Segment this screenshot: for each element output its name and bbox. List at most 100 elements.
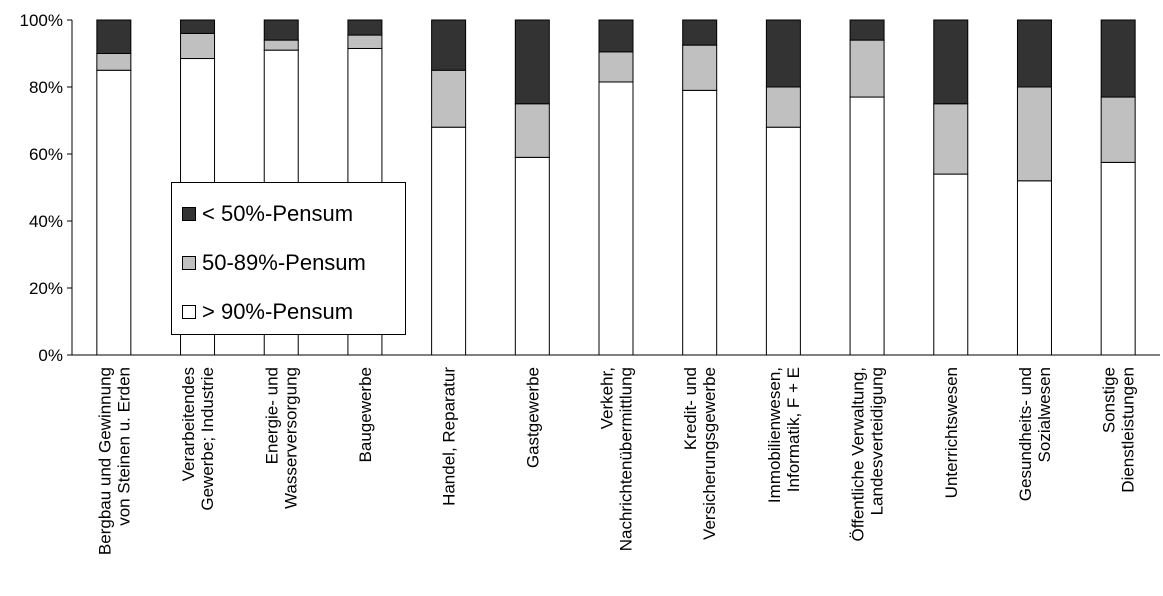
bar-segment [263,39,299,51]
bar-segment [347,34,383,49]
bar-segment [849,19,885,41]
x-tick-label-line: Unterrichtswesen [942,367,961,498]
y-tick-label: 100% [20,11,63,30]
legend-item-50-89: 50-89%-Pensum [182,250,366,276]
y-axis: 0% 20% 40% 60% 80% 100% [20,11,73,365]
bar-segment [1016,180,1052,356]
bars [96,19,1136,356]
x-tick-label-line: Gesundheits- und [1016,367,1035,501]
bar-segment [933,173,969,356]
x-tick-label-line: Öffentliche Verwaltung, [849,367,868,542]
bar-segment [1016,19,1052,88]
x-tick-label-line: Bergbau und Gewinnung [95,367,114,555]
bar-segment [180,19,216,34]
x-tick-label: Unterrichtswesen [942,367,961,498]
bar-stack [765,19,801,356]
bar-segment [598,51,634,83]
legend-item-under-50: < 50%-Pensum [182,201,353,227]
x-tick-label: SonstigeDienstleistungen [1100,367,1138,493]
x-tick-label: Gastgewerbe [523,367,542,468]
x-tick-label-line: Gewerbe; Industrie [198,367,217,511]
x-tick-label: Bergbau und Gewinnungvon Steinen u. Erde… [95,367,133,555]
legend: < 50%-Pensum 50-89%-Pensum > 90%-Pensum [171,182,406,335]
x-tick-label-line: Wasserversorgung [282,367,301,509]
x-tick-label-line: Informatik, F + E [784,367,803,492]
x-tick-label-line: Energie- und [263,367,282,464]
x-tick-label-line: Immobilienwesen, [765,367,784,503]
x-tick-label-line: Nachrichtenübermittlung [617,367,636,551]
bar-segment [514,103,550,158]
bar-stack [933,19,969,356]
bar-segment [682,89,718,356]
x-tick-label: Öffentliche Verwaltung,Landesverteidigun… [849,367,887,542]
x-tick-label: Verkehr,Nachrichtenübermittlung [598,367,636,551]
x-tick-label-line: Landesverteidigung [868,367,887,515]
y-tick-label: 40% [29,212,63,231]
legend-swatch-gray [182,256,196,270]
y-tick-label: 0% [38,346,63,365]
bar-stack [849,19,885,356]
bar-segment [933,103,969,175]
bar-segment [1100,19,1136,98]
x-tick-label: Immobilienwesen,Informatik, F + E [765,367,803,503]
x-tick-label-line: Kredit- und [681,367,700,450]
x-tick-label-line: Handel, Reparatur [440,367,459,506]
legend-item-over-90: > 90%-Pensum [182,299,353,325]
x-tick-label: Gesundheits- undSozialwesen [1016,367,1054,501]
x-tick-label: Energie- undWasserversorgung [263,367,301,509]
bar-segment [765,19,801,88]
x-tick-label-line: Versicherungsgewerbe [700,367,719,540]
x-tick-label: Baugewerbe [356,367,375,462]
bar-segment [765,86,801,128]
bar-stack [1100,19,1136,356]
legend-swatch-white [182,305,196,319]
x-axis: Bergbau und Gewinnungvon Steinen u. Erde… [72,354,1160,555]
legend-label: > 90%-Pensum [202,299,354,324]
legend-label: < 50%-Pensum [202,201,354,226]
bar-segment [96,19,132,54]
bar-segment [431,19,467,71]
x-tick-label-line: Baugewerbe [356,367,375,462]
bar-segment [1100,161,1136,356]
x-tick-label-line: Gastgewerbe [523,367,542,468]
bar-segment [263,19,299,41]
x-tick-label-line: Dienstleistungen [1119,367,1138,493]
bar-segment [431,69,467,128]
bar-segment [96,53,132,71]
bar-stack [1016,19,1052,356]
legend-swatch-dark [182,207,196,221]
bar-segment [849,96,885,356]
bar-segment [598,19,634,53]
y-tick-label: 20% [29,279,63,298]
bar-segment [598,81,634,356]
y-tick-label: 60% [29,145,63,164]
x-tick-label: Kredit- undVersicherungsgewerbe [681,367,719,540]
x-tick-label-line: Verarbeitendes [179,367,198,481]
x-tick-label: VerarbeitendesGewerbe; Industrie [179,367,217,511]
x-tick-label-line: Sonstige [1100,367,1119,433]
x-tick-label-line: Sozialwesen [1035,367,1054,462]
bar-segment [682,19,718,46]
bar-stack [96,19,132,356]
bar-segment [1100,96,1136,163]
bar-segment [682,44,718,91]
bar-segment [180,32,216,60]
bar-stack [514,19,550,356]
bar-stack [598,19,634,356]
y-tick-label: 80% [29,78,63,97]
bar-segment [347,19,383,36]
x-tick-label-line: von Steinen u. Erden [114,367,133,526]
bar-segment [933,19,969,105]
bar-segment [1016,86,1052,182]
x-tick-label: Handel, Reparatur [440,367,459,506]
bar-segment [514,19,550,105]
bar-segment [96,69,132,356]
legend-label: 50-89%-Pensum [202,250,366,275]
bar-stack [431,19,467,356]
bar-segment [849,39,885,98]
bar-segment [514,156,550,356]
bar-segment [765,126,801,356]
bar-segment [431,126,467,356]
x-tick-label-line: Verkehr, [598,367,617,429]
